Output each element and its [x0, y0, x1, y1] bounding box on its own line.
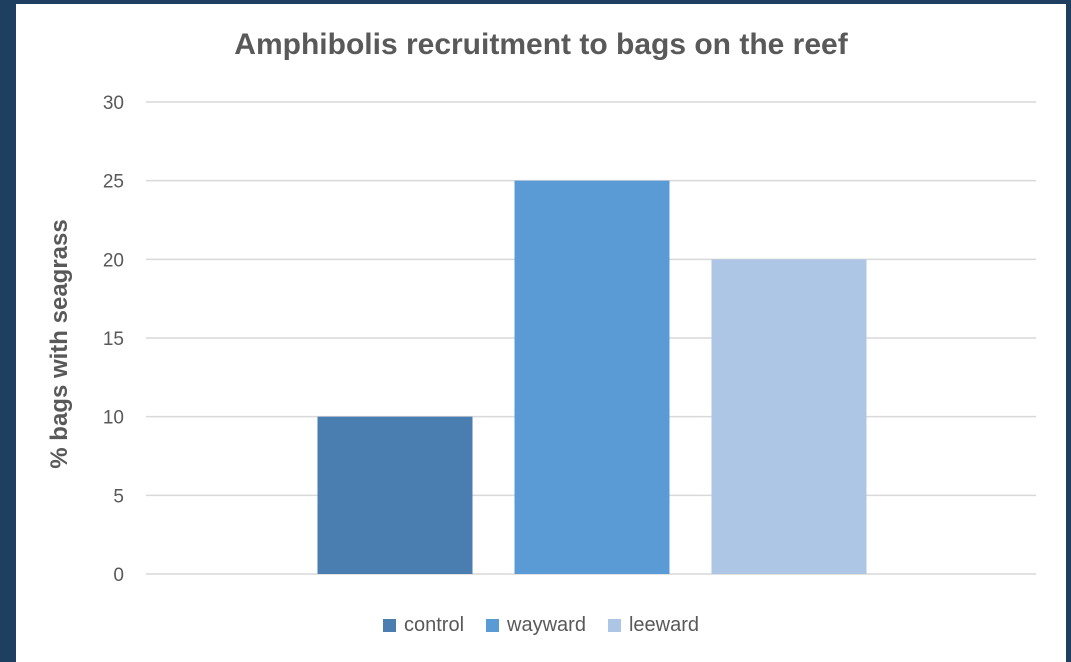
legend-label: control — [404, 614, 465, 636]
legend-label: wayward — [507, 614, 586, 636]
legend-item-control: control — [383, 614, 464, 637]
y-tick-label: 10 — [103, 408, 124, 429]
legend-item-leeward: leeward — [607, 614, 699, 637]
y-tick-label: 15 — [103, 329, 124, 350]
bars — [317, 180, 867, 574]
chart-title: Amphibolis recruitment to bags on the re… — [234, 28, 848, 61]
legend: control wayward leeward — [16, 614, 1066, 637]
bar-leeward — [711, 259, 867, 574]
chart-frame: Amphibolis recruitment to bags on the re… — [16, 4, 1066, 662]
bar-wayward — [514, 180, 670, 574]
legend-swatch — [607, 619, 621, 632]
legend-swatch — [383, 619, 396, 632]
legend-label: leeward — [628, 614, 699, 636]
plot-area: 0 5 10 15 20 25 30 — [103, 93, 1036, 586]
y-tick-label: 30 — [103, 93, 124, 114]
y-tick-label: 20 — [103, 250, 124, 271]
y-tick-labels: 0 5 10 15 20 25 30 — [103, 93, 124, 586]
y-tick-label: 5 — [113, 486, 124, 507]
bar-control — [317, 416, 473, 574]
y-tick-label: 25 — [103, 172, 124, 193]
legend-swatch — [486, 619, 500, 632]
y-tick-label: 0 — [113, 565, 124, 586]
legend-item-wayward: wayward — [486, 614, 586, 637]
